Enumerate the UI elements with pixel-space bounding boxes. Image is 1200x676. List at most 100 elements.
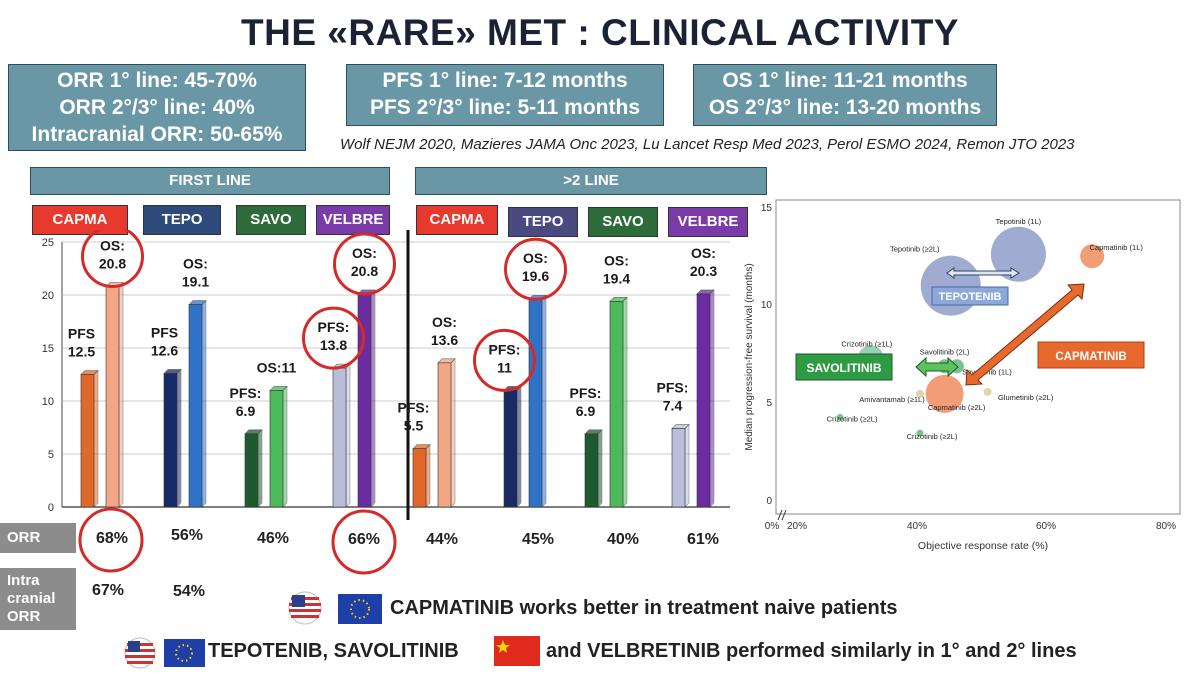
os-value-label: OS: [100, 238, 125, 254]
bar-os-side [541, 294, 547, 508]
capmatinib-callout-box [1037, 341, 1145, 369]
os-second-line: OS 2°/3° line: 13-20 months [708, 96, 982, 119]
os-value-label: OS:11 [257, 359, 297, 375]
intracranial-label-3: ORR [7, 608, 41, 625]
bar-pfs [503, 390, 518, 508]
axis-break-mark [781, 509, 787, 521]
scatter-ylabel: Median progression-free survival (months… [744, 263, 755, 450]
scatter-xlabel: Objective response rate (%) [918, 540, 1048, 552]
pfs-value-label: 12.6 [151, 342, 178, 358]
pfs-value-label: PFS [68, 326, 95, 342]
slide-title: THE «RARE» MET : CLINICAL ACTIVITY [241, 12, 959, 53]
orr-first-line: ORR 1° line: 45-70% [57, 69, 257, 92]
scatter-point-label: Glumetinib (≥2L) [998, 393, 1054, 402]
scatter-ytick: 15 [761, 203, 773, 214]
pfs-value-label: 12.5 [68, 344, 95, 360]
bar-pfs [244, 433, 259, 508]
highlight-ring-pfs [302, 306, 365, 370]
scatter-point-label: Capmatinib (≥2L) [928, 403, 986, 412]
bar-ytick-label: 25 [42, 237, 54, 249]
orr-value-savo-2l: 40% [606, 531, 640, 548]
orr-value-capma-2l: 44% [425, 531, 459, 548]
os-value-label: OS: [523, 250, 548, 266]
scatter-point [920, 255, 981, 316]
pfs-value-label: PFS: [657, 380, 689, 396]
scatter-ytick: 0 [766, 496, 772, 507]
scatter-point [983, 387, 992, 396]
os-value-label: 13.6 [431, 332, 458, 348]
orr-value-velbre-2l: 61% [686, 531, 720, 548]
bar-os [696, 293, 711, 508]
bar-os-side [709, 289, 715, 508]
orr-value-savo-1l: 46% [256, 530, 290, 547]
drug-label-capma-2l: CAPMA [416, 205, 498, 235]
os-value-label: 19.6 [522, 268, 549, 284]
footer-capmatinib-statement: CAPMATINIB works better in treatment nai… [390, 597, 898, 619]
os-value-label: 20.8 [99, 256, 126, 272]
pfs-first-line: PFS 1° line: 7-12 months [382, 69, 628, 92]
scatter-point-label: Crizotinib (≥1L) [841, 339, 892, 348]
tepotenib-double-arrow [946, 267, 1020, 279]
os-summary-box: OS 1° line: 11-21 months OS 2°/3° line: … [693, 64, 997, 126]
bar-os [609, 301, 624, 508]
pfs-value-label: PFS: [489, 341, 521, 357]
scatter-y-axis: 15 10 5 0 [761, 203, 773, 507]
orr-row-label: ORR [0, 523, 76, 553]
scatter-xtick: 40% [907, 521, 927, 532]
pfs-value-label: PFS: [570, 385, 602, 401]
highlight-ring-os [504, 237, 567, 301]
highlight-ring-pfs [473, 328, 536, 392]
capmatinib-double-arrow [965, 283, 1085, 386]
flags-row-1 [288, 591, 383, 632]
orr-value-capma-1l: 68% [95, 530, 129, 547]
tepotenib-callout-box [931, 286, 1009, 306]
capmatinib-callout: CAPMATINIB [1055, 351, 1126, 363]
scatter-point [925, 374, 964, 413]
references: Wolf NEJM 2020, Mazieres JAMA Onc 2023, … [340, 136, 1075, 153]
drug-label-velbre-1l: VELBRE [316, 205, 390, 235]
pfs-os-bar-chart: 0 5 10 15 20 25 PFS 12.5 OS: 20.8 PFS 12.6 OS: 19.1 PF… [42, 230, 730, 520]
pfs-summary-box: PFS 1° line: 7-12 months PFS 2°/3° line:… [346, 64, 664, 126]
scatter-point-label: Savolitinib (2L) [920, 347, 970, 356]
intracranial-row-label: Intra cranial ORR [0, 568, 76, 630]
os-value-label: OS: [183, 256, 208, 272]
scatter-point-label: Capmatinib (1L) [1090, 243, 1144, 252]
orr-value-tepo-1l: 56% [170, 527, 204, 544]
savolitinib-callout-box [795, 353, 893, 381]
eu-flag-icon [338, 594, 382, 624]
scatter-point [916, 429, 924, 437]
footer-tepo-savo-statement-b: and VELBRETINIB performed similarly in 1… [546, 640, 1077, 662]
highlight-ring-os [333, 232, 396, 296]
os-value-label: 19.4 [603, 270, 630, 286]
highlight-ring-orr-velbre [331, 509, 397, 575]
pfs-value-label: PFS: [230, 385, 262, 401]
highlight-ring-os [81, 230, 144, 289]
highlight-ring-orr-capma [78, 507, 144, 573]
drug-label-velbre-2l: VELBRE [668, 207, 748, 237]
eu-flag-icon [164, 639, 205, 667]
bar-pfs-side [516, 385, 522, 508]
footer-tepo-savo-statement-a: TEPOTENIB, SAVOLITINIB [208, 640, 459, 662]
bar-pfs [584, 433, 599, 508]
intracranial-value-capma-1l: 67% [91, 582, 125, 599]
drug-label-capma-1l: CAPMA [32, 205, 128, 235]
scatter-xtick: 0% [765, 521, 780, 532]
pfs-value-label: 13.8 [320, 337, 347, 353]
china-flag-icon [494, 636, 540, 666]
savolitinib-double-arrow [915, 356, 959, 378]
scatter-point [1080, 244, 1105, 269]
bar-ytick-label: 20 [42, 290, 54, 302]
os-value-label: 20.3 [690, 263, 717, 279]
orr-value-velbre-1l: 66% [347, 531, 381, 548]
orr-second-line: ORR 2°/3° line: 40% [59, 96, 255, 119]
flag-icons-us-eu [288, 591, 382, 625]
scatter-x-axis: 0% 20% 40% 60% 80% [765, 509, 1176, 532]
axis-break-mark [777, 509, 783, 521]
drug-label-tepo-2l: TEPO [508, 207, 578, 237]
os-value-label: 20.8 [351, 263, 378, 279]
scatter-xtick: 20% [787, 521, 807, 532]
os-first-line: OS 1° line: 11-21 months [722, 69, 968, 92]
scatter-point-label: Crizotinib (≥2L) [827, 414, 878, 423]
pfs-value-label: 11 [497, 359, 512, 375]
pfs-value-label: PFS [151, 324, 178, 340]
